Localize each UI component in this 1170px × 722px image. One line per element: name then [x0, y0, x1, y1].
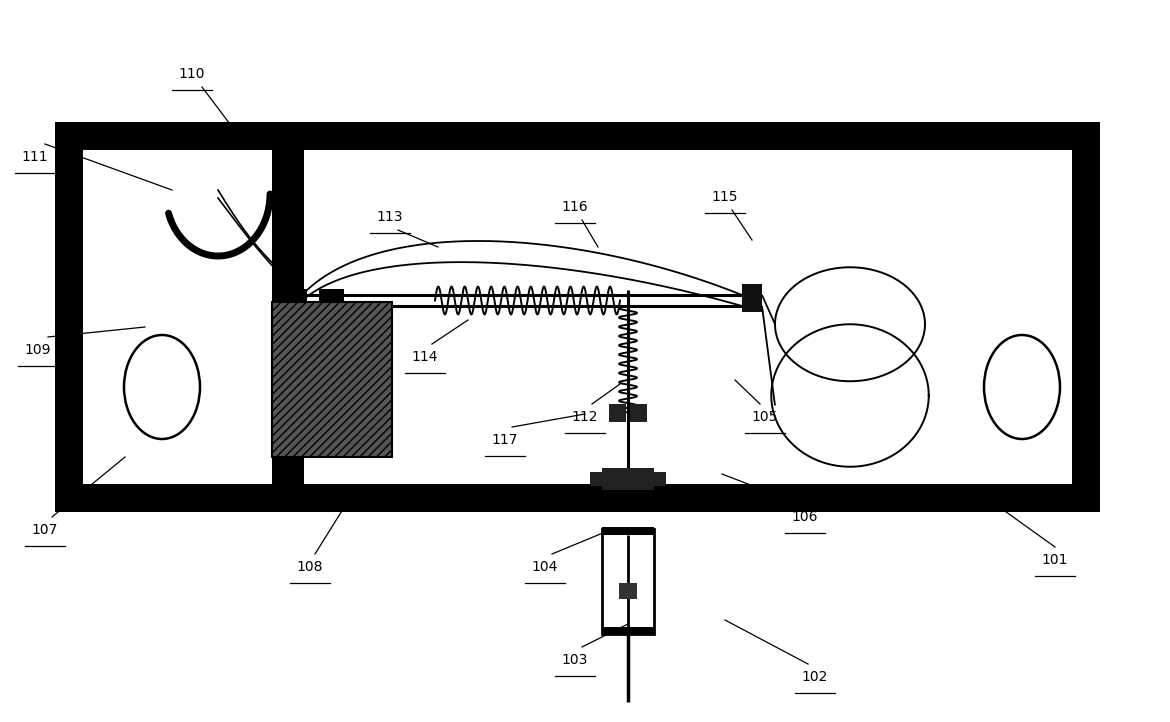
Bar: [590, 472, 604, 486]
Bar: [271, 302, 392, 457]
Bar: [629, 404, 647, 422]
Bar: [55, 484, 1100, 512]
Text: 103: 103: [562, 653, 589, 667]
Text: 112: 112: [572, 410, 598, 424]
Bar: [742, 284, 762, 312]
Text: 101: 101: [1041, 553, 1068, 567]
Text: 113: 113: [377, 210, 404, 224]
Text: 105: 105: [752, 410, 778, 424]
Text: 106: 106: [792, 510, 818, 524]
Bar: [610, 404, 626, 422]
Bar: [603, 627, 654, 634]
Text: 104: 104: [532, 560, 558, 574]
Bar: [619, 583, 636, 599]
Text: 115: 115: [711, 190, 738, 204]
Bar: [652, 472, 666, 486]
Bar: [603, 529, 654, 634]
Text: 102: 102: [801, 670, 828, 684]
Text: 107: 107: [32, 523, 58, 537]
Text: 108: 108: [297, 560, 323, 574]
Bar: [1072, 122, 1100, 512]
Text: 114: 114: [412, 350, 439, 364]
Bar: [83, 150, 1072, 484]
Bar: [55, 122, 1100, 150]
Bar: [603, 527, 654, 535]
Bar: [282, 289, 307, 302]
Text: 117: 117: [491, 433, 518, 447]
Text: 111: 111: [22, 150, 48, 164]
Bar: [603, 468, 654, 490]
Bar: [271, 150, 304, 484]
Text: 109: 109: [25, 343, 51, 357]
Bar: [55, 122, 83, 512]
Text: 116: 116: [562, 200, 589, 214]
Text: 110: 110: [179, 67, 205, 81]
Bar: [319, 289, 344, 302]
